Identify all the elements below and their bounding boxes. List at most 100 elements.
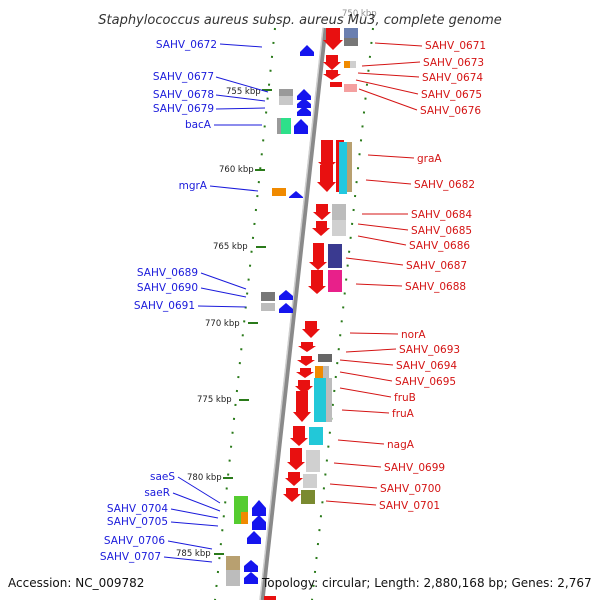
forward-gene-arrow	[289, 191, 303, 198]
forward-strand-features	[226, 45, 314, 600]
feature-block	[264, 596, 276, 600]
label-leader-line	[209, 185, 259, 192]
gene-label-SAHV_0673: SAHV_0673	[423, 57, 484, 69]
label-leader-line	[345, 257, 404, 266]
reverse-gene-arrow	[287, 448, 305, 470]
gene-label-norA: norA	[401, 329, 426, 341]
label-leader-line	[358, 88, 418, 111]
label-leader-line	[163, 556, 213, 563]
reverse-gene-arrow	[293, 391, 311, 422]
accession-text: Accession: NC_009782	[8, 576, 145, 590]
gene-label-SAHV_0704: SAHV_0704	[107, 503, 168, 515]
label-leader-line	[215, 94, 266, 102]
label-leader-line	[355, 79, 419, 95]
gene-label-SAHV_0706: SAHV_0706	[104, 535, 165, 547]
reverse-gene-arrow	[308, 270, 326, 294]
forward-gene-arrow	[244, 572, 258, 584]
feature-block	[241, 512, 248, 524]
reverse-gene-arrow	[298, 342, 316, 352]
gene-label-saeR: saeR	[144, 487, 170, 499]
gene-label-SAHV_0678: SAHV_0678	[153, 89, 214, 101]
gene-label-SAHV_0674: SAHV_0674	[422, 72, 483, 84]
tick-label-755: 755 kbp	[226, 87, 261, 97]
gene-label-SAHV_0707: SAHV_0707	[100, 551, 161, 563]
feature-block	[272, 188, 286, 196]
label-leader-line	[345, 348, 397, 353]
gene-label-SAHV_0691: SAHV_0691	[134, 300, 195, 312]
tick-label-750: 750 kbp	[342, 9, 377, 19]
label-leader-line	[357, 72, 420, 78]
gene-label-SAHV_0705: SAHV_0705	[107, 516, 168, 528]
gene-label-SAHV_0676: SAHV_0676	[420, 105, 481, 117]
label-leader-line	[365, 179, 412, 185]
feature-block	[344, 38, 358, 46]
gene-label-mgrA: mgrA	[179, 180, 208, 192]
feature-block	[328, 244, 342, 268]
reverse-gene-arrow	[302, 321, 320, 338]
genome-summary-text: Topology: circular; Length: 2,880,168 bp…	[262, 576, 592, 590]
label-leader-line	[361, 61, 421, 67]
map-title: Staphylococcus aureus subsp. aureus Mu3,…	[98, 13, 502, 28]
feature-block	[279, 96, 293, 105]
forward-gene-arrow	[300, 45, 314, 56]
feature-block	[261, 303, 275, 311]
label-leader-line	[333, 462, 382, 468]
gene-label-fruA: fruA	[392, 408, 415, 420]
label-leader-line	[341, 409, 390, 414]
label-leader-line	[339, 359, 394, 366]
reverse-gene-arrow	[318, 140, 336, 170]
gene-label-fruB: fruB	[394, 392, 416, 404]
tick-label-780: 780 kbp	[187, 473, 222, 483]
genome-backbone-highlight	[259, 27, 324, 600]
label-leader-line	[349, 332, 399, 335]
genome-backbone	[259, 27, 328, 600]
feature-block	[306, 450, 320, 472]
reverse-gene-arrow	[309, 243, 327, 270]
gene-label-SAHV_0671: SAHV_0671	[425, 40, 486, 52]
feature-block	[326, 378, 332, 422]
label-leader-line	[170, 521, 219, 527]
feature-block	[301, 490, 315, 504]
gene-label-SAHV_0688: SAHV_0688	[405, 281, 466, 293]
tick-label-770: 770 kbp	[205, 319, 240, 329]
gene-label-SAHV_0679: SAHV_0679	[153, 103, 214, 115]
gene-label-SAHV_0693: SAHV_0693	[399, 344, 460, 356]
gene-label-bacA: bacA	[185, 119, 212, 131]
forward-gene-arrow	[297, 106, 311, 116]
reverse-gene-arrow	[323, 28, 343, 50]
feature-block	[350, 61, 356, 68]
gene-label-SAHV_0672: SAHV_0672	[156, 39, 217, 51]
label-leader-line	[367, 154, 415, 159]
feature-block	[309, 427, 323, 445]
label-leader-line	[215, 76, 269, 93]
label-leader-line	[337, 439, 385, 445]
reverse-gene-arrow	[290, 426, 308, 446]
label-leader-line	[177, 476, 221, 504]
tick-label-785: 785 kbp	[176, 549, 211, 559]
label-leader-line	[172, 492, 221, 512]
gene-label-SAHV_0687: SAHV_0687	[406, 260, 467, 272]
reverse-gene-arrow	[296, 368, 314, 378]
right-outer-track	[311, 27, 374, 600]
forward-gene-arrow	[244, 560, 258, 572]
feature-block	[344, 84, 357, 92]
scale-ticks	[214, 89, 272, 555]
feature-block	[344, 61, 350, 68]
gene-label-SAHV_0689: SAHV_0689	[137, 267, 198, 279]
label-leader-line	[357, 235, 407, 246]
feature-block	[277, 118, 281, 134]
label-leader-line	[170, 508, 219, 519]
gene-label-SAHV_0685: SAHV_0685	[411, 225, 472, 237]
feature-block	[226, 570, 240, 586]
reverse-gene-arrow	[323, 55, 341, 70]
reverse-gene-arrow	[323, 70, 341, 80]
gene-label-SAHV_0684: SAHV_0684	[411, 209, 472, 221]
label-leader-line	[200, 287, 247, 298]
feature-block	[314, 378, 326, 422]
label-leader-line	[167, 540, 213, 550]
gene-label-SAHV_0700: SAHV_0700	[380, 483, 441, 495]
reverse-strand-features	[283, 28, 358, 504]
left-gene-labels: SAHV_0672 SAHV_0677 SAHV_0678 SAHV_0679 …	[100, 39, 269, 563]
gene-label-graA: graA	[417, 153, 442, 165]
feature-block	[332, 204, 346, 220]
